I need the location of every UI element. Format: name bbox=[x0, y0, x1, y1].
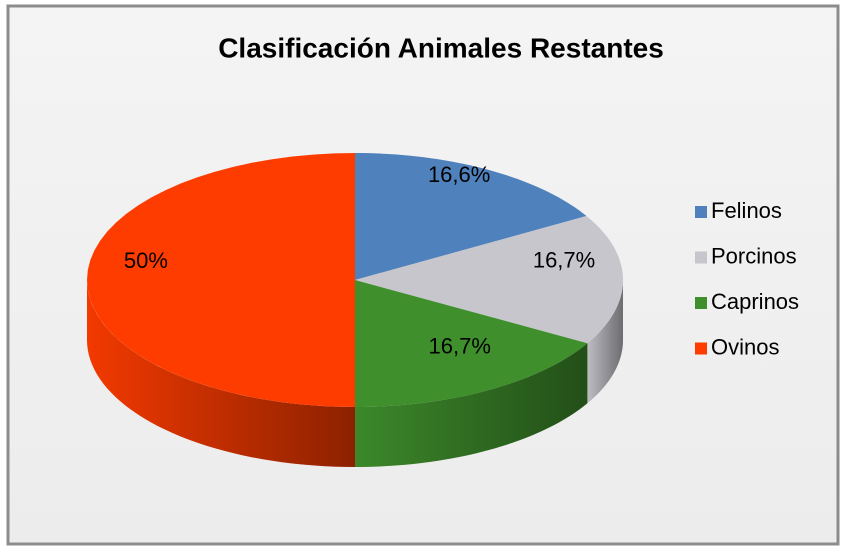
data-label: 16,7% bbox=[429, 334, 491, 359]
chart-title: Clasificación Animales Restantes bbox=[218, 32, 664, 63]
legend-label: Ovinos bbox=[711, 334, 779, 359]
legend-swatch bbox=[695, 342, 707, 355]
slice bbox=[87, 153, 355, 407]
slice-side-shade bbox=[87, 280, 355, 467]
slice bbox=[355, 280, 588, 407]
data-label: 16,6% bbox=[428, 162, 490, 187]
slice bbox=[355, 153, 587, 280]
legend-swatch bbox=[695, 297, 707, 309]
slice-side-shade bbox=[587, 280, 623, 404]
data-label: 50% bbox=[124, 248, 168, 273]
slice bbox=[355, 216, 623, 344]
data-label: 16,7% bbox=[533, 248, 595, 273]
legend-label: Caprinos bbox=[711, 289, 799, 314]
legend-swatch bbox=[695, 251, 707, 264]
legend-label: Felinos bbox=[711, 198, 782, 223]
legend-label: Porcinos bbox=[711, 243, 797, 268]
legend-swatch bbox=[695, 206, 707, 218]
slice-side-shade bbox=[355, 343, 588, 467]
